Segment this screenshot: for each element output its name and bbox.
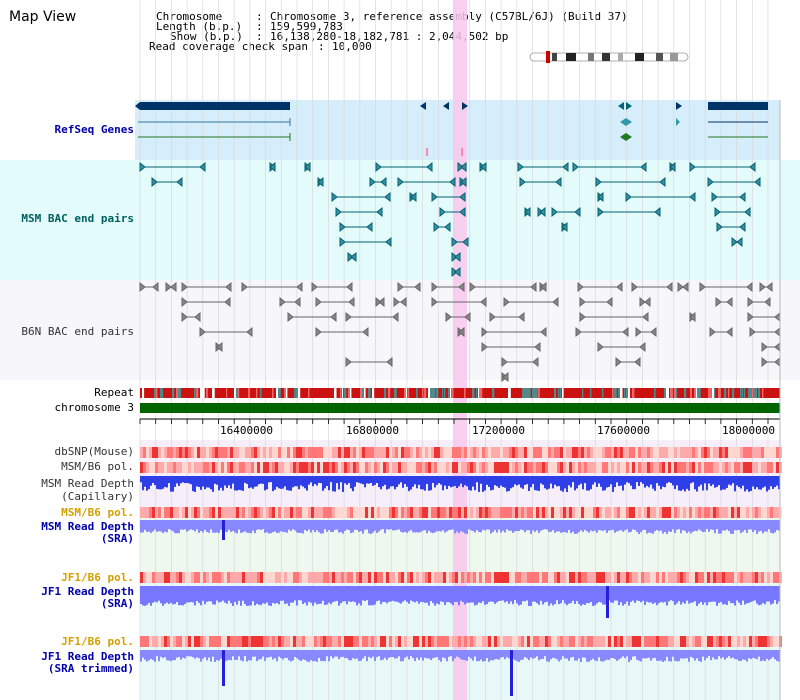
track-label-msm-depth-sra: MSM Read Depth [41,520,134,533]
polymorphism-tracks [140,447,782,647]
b6n-bac-track-bg [0,280,800,380]
track-label-capillary: (Capillary) [61,490,134,503]
info-separator: : [256,30,263,43]
info-coverage-key: Read coverage check span [149,40,308,53]
track-label-msm-depth-capillary: MSM Read Depth [41,477,134,490]
track-label-jf1-depth: JF1 Read Depth [41,585,134,598]
track-label-jf1-b6-pol-2: JF1/B6 pol. [61,635,134,648]
grid-lines [139,0,769,700]
info-length-value: 159,599,783 [270,20,343,33]
info-chromosome-key: Chromosome [156,10,223,23]
tick-label: 17200000 [472,424,525,437]
refseq-gene-features[interactable] [135,102,768,156]
msm-bac-end-pairs[interactable] [139,161,761,278]
track-label-dbsnp: dbSNP(Mouse) [54,445,134,458]
info-coverage-value: 10,000 [332,40,372,53]
info-length-key: Length (b.p.) [156,20,243,33]
tick-label: 16400000 [220,424,273,437]
tick-label: 16800000 [346,424,399,437]
track-label-msm-b6-pol: MSM/B6 pol. [61,460,134,473]
track-label-sra-trimmed: (SRA trimmed) [47,662,134,675]
track-label-msm-bac: MSM BAC end pairs [21,212,134,225]
info-separator: : [318,40,325,53]
info-show-key: Show (b.p.) [170,30,243,43]
info-separator: : [256,10,263,23]
track-label-sra: (SRA) [100,532,134,545]
track-label-jf1-sra: (SRA) [100,597,134,610]
read-depth-tracks [140,476,780,696]
info-separator: : [256,20,263,33]
track-label-msm-b6-pol-2: MSM/B6 pol. [61,506,134,519]
track-label-jf1-depth-trimmed: JF1 Read Depth [41,650,134,663]
track-label-b6n-bac: B6N BAC end pairs [21,325,134,338]
page-title: Map View [9,9,77,25]
track-label-jf1-b6-pol: JF1/B6 pol. [61,571,134,584]
chromosome-bar [140,403,780,413]
repeat-track [140,388,780,398]
track-label-repeat: Repeat [94,386,134,399]
tick-label: 18000000 [722,424,775,437]
track-label-refseq: RefSeq Genes [54,123,134,136]
chromosome-ideogram [529,51,689,63]
tick-label: 17600000 [597,424,650,437]
track-label-chromosome: chromosome 3 [54,401,134,414]
position-axis [139,418,780,424]
